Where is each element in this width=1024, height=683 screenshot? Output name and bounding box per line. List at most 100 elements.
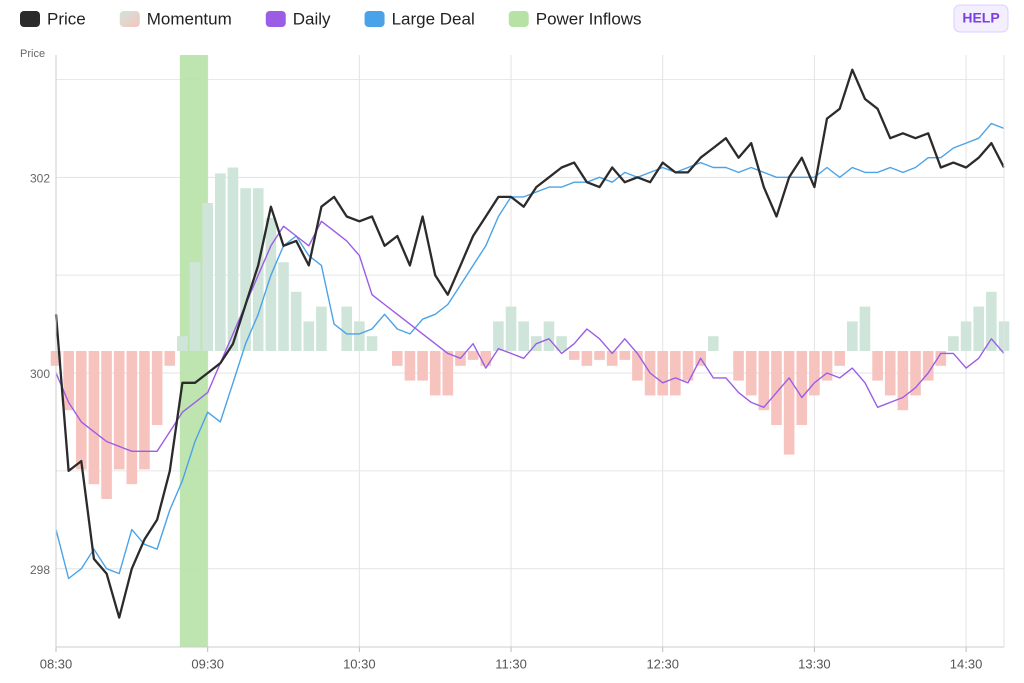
momentum-bar [151,351,163,425]
momentum-bar [670,351,681,396]
legend-swatch[interactable] [364,11,385,27]
momentum-bar [707,336,719,351]
momentum-bar [290,291,302,351]
momentum-bar [391,351,403,366]
momentum-bar [505,306,517,351]
momentum-bar [783,351,795,455]
momentum-bar [935,351,947,366]
momentum-bar [139,351,150,470]
momentum-bar [973,306,985,351]
momentum-bar [556,336,567,351]
x-tick-label: 14:30 [950,656,983,671]
y-tick-label: 300 [30,367,50,381]
momentum-bar [619,351,631,360]
momentum-bar [872,351,883,381]
help-button[interactable]: HELP [953,4,1009,33]
momentum-bar [88,351,100,485]
x-tick-label: 11:30 [495,656,527,671]
legend-label[interactable]: Momentum [147,9,232,28]
legend-label[interactable]: Price [47,9,86,28]
momentum-bar [771,351,782,425]
lines-layer [54,68,1006,619]
legend-item[interactable]: Daily [265,9,331,28]
x-tick-label: 08:30 [40,656,73,671]
momentum-bar [467,351,479,360]
momentum-bar [442,351,454,396]
y-tick-label: 302 [30,171,50,185]
momentum-bar [404,351,416,381]
axes: 298 300 302 08:30 09:30 10:30 11:30 12:30 13:30 1… [30,55,1005,671]
help-button-label[interactable]: HELP [962,10,999,26]
series-line [55,122,1005,580]
momentum-bar [594,351,605,360]
momentum-bar [240,188,251,351]
momentum-bar [910,351,921,396]
momentum-bar [758,351,770,411]
momentum-bar [215,173,226,351]
momentum-bar [948,336,959,351]
legend-swatch[interactable] [119,11,140,27]
help-button-bg[interactable] [953,4,1009,33]
momentum-bar [745,351,757,396]
momentum-layer [50,167,1010,499]
momentum-bar [682,351,694,381]
momentum-bar [834,351,845,366]
momentum-bar [922,351,934,381]
momentum-bar [480,351,492,366]
series-line [55,220,1005,452]
x-tick-label: 12:30 [646,656,679,671]
momentum-bar [75,351,87,470]
momentum-bar [897,351,909,411]
y-axis-label: Price [20,48,45,60]
momentum-bar [177,336,188,351]
momentum-bar [986,291,997,351]
x-tick-label: 10:30 [343,656,376,671]
legend-label[interactable]: Daily [293,9,331,28]
momentum-bar [632,351,643,381]
momentum-bar [429,351,441,396]
momentum-bar [113,351,125,470]
momentum-bar [366,336,378,351]
legend-swatch[interactable] [508,11,529,27]
legend-item[interactable]: Price [20,9,86,28]
momentum-bar [606,351,618,366]
momentum-bar [189,262,201,351]
momentum-bar [164,351,176,366]
momentum-bar [126,351,138,485]
momentum-bar [581,351,593,366]
momentum-bar [101,351,112,499]
momentum-bar [341,306,353,351]
momentum-bar [202,203,213,351]
momentum-bar [884,351,896,396]
momentum-bar [278,262,289,351]
momentum-bar [493,321,504,351]
legend-item[interactable]: Large Deal [364,9,475,28]
momentum-bar [657,351,669,396]
legend-swatch[interactable] [20,11,40,27]
legend-swatch[interactable] [265,11,286,27]
y-tick-label: 298 [30,563,50,577]
momentum-bar [821,351,833,381]
momentum-bar [733,351,744,381]
momentum-bar [63,351,74,411]
momentum-bar [303,321,315,351]
x-tick-label: 13:30 [798,656,831,671]
x-tick-label: 09:30 [191,656,224,671]
momentum-bar [265,217,277,351]
momentum-bar [543,321,555,351]
legend-item[interactable]: Momentum [119,9,232,28]
momentum-bar [809,351,820,396]
momentum-bar [316,306,327,351]
legend-item[interactable]: Power Inflows [508,9,642,28]
momentum-bar [796,351,808,425]
momentum-bar [568,351,580,360]
momentum-bar [227,167,239,351]
momentum-bar [847,321,858,351]
momentum-bar [960,321,972,351]
momentum-bar [252,188,264,351]
legend-label[interactable]: Power Inflows [536,9,642,28]
momentum-bar [417,351,428,381]
legend-label[interactable]: Large Deal [392,9,475,28]
series-line [54,68,1006,619]
